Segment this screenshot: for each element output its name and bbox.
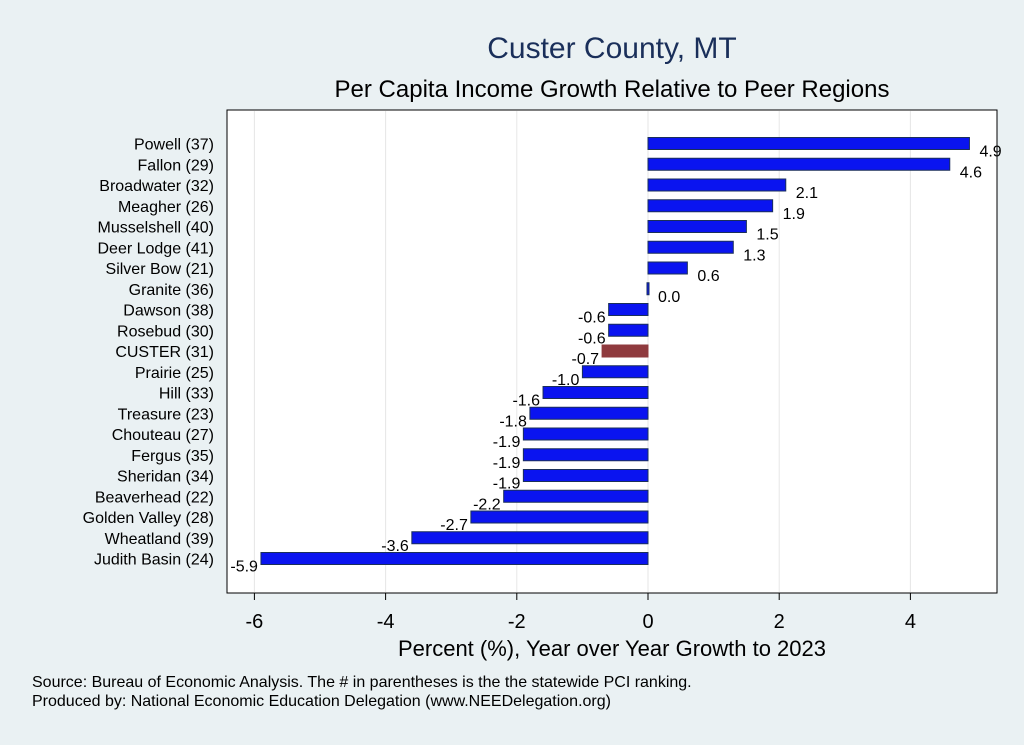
value-label: -2.7 [440,517,468,534]
value-label: 1.3 [743,247,765,264]
bar-highlight [601,344,649,358]
category-label: Hill (33) [159,386,214,403]
value-label: -1.9 [493,476,521,493]
bar [647,178,787,192]
value-label: 1.5 [756,227,778,244]
category-label: Prairie (25) [135,365,214,382]
bar [503,489,649,503]
category-label: Broadwater (32) [99,178,214,195]
produced-by-note: Produced by: National Economic Education… [32,693,611,710]
bar [647,261,688,275]
bar [260,552,649,565]
value-label: -1.0 [552,372,580,389]
category-label: Fallon (29) [138,157,214,174]
category-label: Rosebud (30) [117,323,214,340]
category-label: Powell (37) [134,137,214,154]
x-tick-label: -6 [246,611,264,633]
category-label: Granite (36) [129,282,214,299]
footer: Source: Bureau of Economic Analysis. The… [32,673,692,711]
value-label: 0.6 [697,268,719,285]
value-label: -1.9 [493,434,521,451]
category-label: CUSTER (31) [115,344,214,361]
value-label: -0.7 [572,351,600,368]
category-label: Meagher (26) [118,199,214,216]
value-label: 4.9 [979,144,1001,161]
value-label: -1.8 [499,413,527,430]
source-note: Source: Bureau of Economic Analysis. The… [32,674,692,691]
bar [647,157,951,171]
value-label: 4.6 [960,164,982,181]
bar [647,137,970,150]
x-tick-label: 2 [774,611,785,633]
bar [470,510,649,524]
x-tick-label: 4 [905,611,916,633]
bar [647,199,774,213]
category-label: Beaverhead (22) [95,489,214,506]
category-label: Silver Bow (21) [106,261,214,278]
category-label: Golden Valley (28) [83,510,214,527]
bar [542,386,649,399]
bar [522,469,649,482]
value-label: 2.1 [796,185,818,202]
bar [647,220,747,233]
x-tick-label: -2 [508,611,526,633]
bar [647,240,734,254]
category-label: Treasure (23) [118,406,214,423]
category-label: Dawson (38) [123,303,214,320]
value-label: -0.6 [578,310,606,327]
bar [608,303,649,316]
x-tick-label: 0 [642,611,653,633]
x-tick-label: -4 [377,611,395,633]
chart-subtitle: Per Capita Income Growth Relative to Pee… [335,76,890,103]
value-label: -3.6 [381,538,409,555]
chart-title: Custer County, MT [487,32,737,65]
bar [646,282,650,296]
bar [608,323,649,337]
bar [411,531,649,545]
value-label: -2.2 [473,496,501,513]
value-label: -1.6 [512,393,540,410]
bar [522,427,649,441]
value-label: 1.9 [783,206,805,223]
value-label: -0.6 [578,330,606,347]
category-label: Musselshell (40) [98,220,214,237]
bar [529,406,649,420]
value-label: -5.9 [230,559,258,576]
category-label: Wheatland (39) [105,531,214,548]
category-label: Deer Lodge (41) [97,240,214,257]
value-label: 0.0 [658,289,680,306]
bar [522,448,649,462]
bar [581,365,649,379]
category-label: Fergus (35) [131,448,214,465]
category-label: Judith Basin (24) [94,552,214,569]
value-label: -1.9 [493,455,521,472]
category-label: Chouteau (27) [112,427,214,444]
x-axis-label: Percent (%), Year over Year Growth to 20… [398,636,826,661]
category-label: Sheridan (34) [117,469,214,486]
